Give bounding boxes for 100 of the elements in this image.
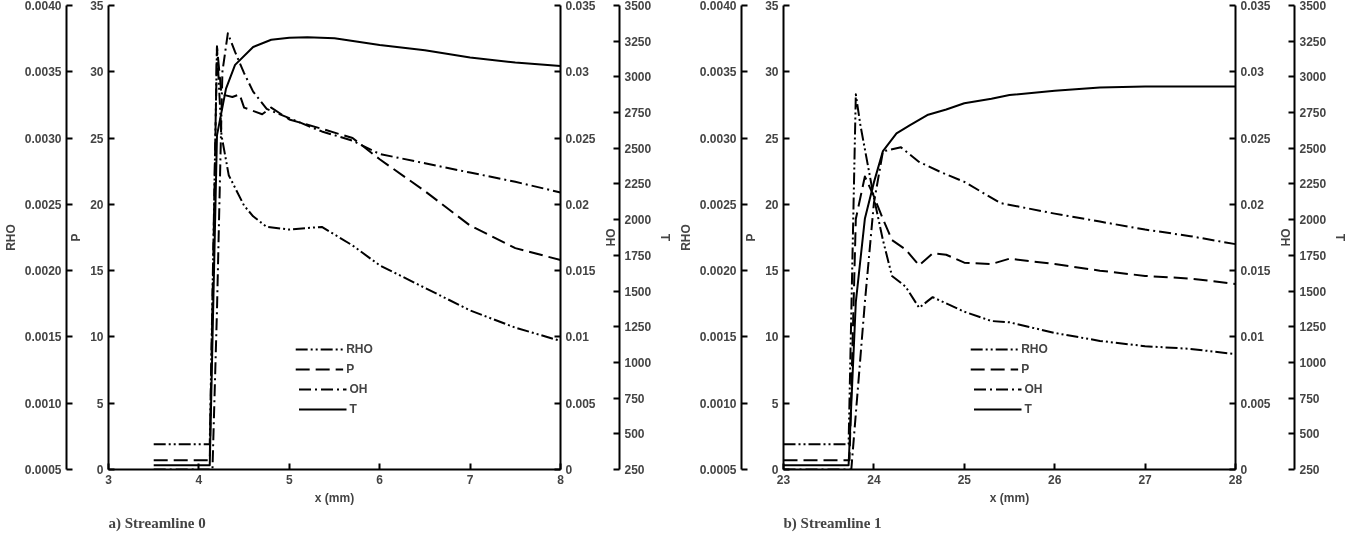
y3-tick-label: 2750 [624,106,652,121]
y2-tick-label: 0.035 [1240,0,1271,13]
y-axis-title: RHO [3,224,18,251]
y-tick-label: 0.0025 [699,197,737,212]
y3-tick-label: 3500 [624,0,652,13]
y3-tick-label: 1000 [624,355,652,370]
y3-tick-label: 3000 [1299,70,1327,85]
y-tick-label: 0.0030 [24,131,62,146]
y2-tick-label: 0.02 [1240,197,1265,212]
y2-tick-label: 0.015 [565,264,596,279]
y3-tick-label: 3500 [1299,0,1327,13]
y2-tick-label: 25 [90,131,104,146]
text: b) Streamline 1 [783,514,882,532]
y2-tick-label: 0 [96,463,104,477]
y2-tick-label: 10 [765,330,779,345]
y2-tick-label: 0.03 [565,65,590,80]
y3-tick-label: 1250 [1299,320,1327,335]
legend-label: RHO [346,342,373,356]
y2-axis-title: OH [1277,228,1292,247]
x-tick-label: 7 [466,472,474,487]
text: a) Streamline 0 [108,514,206,532]
y2-tick-label: 0 [1240,463,1248,477]
y3-tick-label: 1500 [1299,284,1327,299]
y2-tick-label: 30 [90,65,104,80]
y2-tick-label: 5 [771,396,779,411]
y2-tick-label: 0 [565,463,573,477]
y3-tick-label: 250 [624,463,645,477]
y3-tick-label: 1750 [624,248,652,263]
x-tick-label: 8 [557,472,565,487]
y3-tick-label: 500 [1299,427,1320,442]
y-tick-label: 0.0020 [699,264,737,279]
y2-tick-label: 0.015 [1240,264,1271,279]
y2-tick-label: 20 [90,197,104,212]
y-axis-title: RHO [678,224,693,251]
y-tick-label: 0.0040 [699,0,737,13]
y2-tick-label: 0.025 [1240,131,1271,146]
y3-tick-label: 2250 [1299,177,1327,192]
x-tick-label: 4 [195,472,203,487]
y3-tick-label: 2250 [624,177,652,192]
y-tick-label: 0.0025 [24,197,62,212]
y2-tick-label: 15 [90,264,104,279]
y-tick-label: 0.0010 [24,396,62,411]
x-axis-title: x (mm) [314,490,355,505]
y2-tick-label: 20 [765,197,779,212]
y3-tick-label: 750 [624,391,645,406]
y-tick-label: 0.0015 [24,330,62,345]
y3-tick-label: 1250 [624,320,652,335]
x-tick-label: 27 [1138,472,1153,487]
y2-tick-label: 0.005 [1240,396,1271,411]
legend-label: T [1024,402,1033,416]
y3-tick-label: 3250 [624,34,652,49]
y2-tick-label: 0.02 [565,197,590,212]
y2-axis-title: OH [602,228,617,247]
x-axis-title: x (mm) [989,490,1030,505]
y2-tick-label: 35 [90,0,104,13]
y3-tick-label: 3000 [624,70,652,85]
x-tick-label: 26 [1048,472,1062,487]
y2-tick-label: 0.005 [565,396,596,411]
y3-tick-label: 2500 [624,141,652,156]
x-tick-label: 5 [285,472,293,487]
y-tick-label: 0.0010 [699,396,737,411]
x-tick-label: 25 [957,472,972,487]
y2-tick-label: 0.01 [565,330,590,345]
y2-tick-label: 5 [96,396,104,411]
x-tick-label: 6 [376,472,384,487]
x-tick-label: 3 [105,472,113,487]
y-tick-label: 0.0005 [699,463,737,477]
y2-tick-label: 10 [90,330,104,345]
y-tick-label: 0.0020 [24,264,62,279]
y-tick-label: 0.0005 [24,463,62,477]
y2-tick-label: 0.025 [565,131,596,146]
y2-tick-label: 0.035 [565,0,596,13]
y2-axis-title: P [69,233,84,242]
y-tick-label: 0.0040 [24,0,62,13]
y2-axis-title: P [744,233,759,242]
y-tick-label: 0.0035 [24,65,62,80]
legend-label: RHO [1021,342,1048,356]
y-tick-label: 0.0030 [699,131,737,146]
legend-label: OH [1024,382,1044,396]
y2-tick-label: 0.03 [1240,65,1265,80]
y3-axis-title: T [658,233,673,242]
y2-tick-label: 15 [765,264,779,279]
x-tick-label: 24 [867,472,881,487]
y2-tick-label: 0.01 [1240,330,1265,345]
y3-tick-label: 2000 [1299,213,1327,228]
legend-label: P [1021,362,1031,376]
y2-tick-label: 30 [765,65,779,80]
y3-tick-label: 1500 [624,284,652,299]
y3-tick-label: 750 [1299,391,1320,406]
y-tick-label: 0.0015 [699,330,737,345]
legend-label: P [346,362,356,376]
legend-label: T [349,402,358,416]
y2-tick-label: 25 [765,131,779,146]
y2-tick-label: 35 [765,0,779,13]
y3-axis-title: T [1333,233,1348,242]
y2-tick-label: 0 [771,463,779,477]
y3-tick-label: 2500 [1299,141,1327,156]
y3-tick-label: 250 [1299,463,1320,477]
y3-tick-label: 500 [624,427,645,442]
y3-tick-label: 3250 [1299,34,1327,49]
